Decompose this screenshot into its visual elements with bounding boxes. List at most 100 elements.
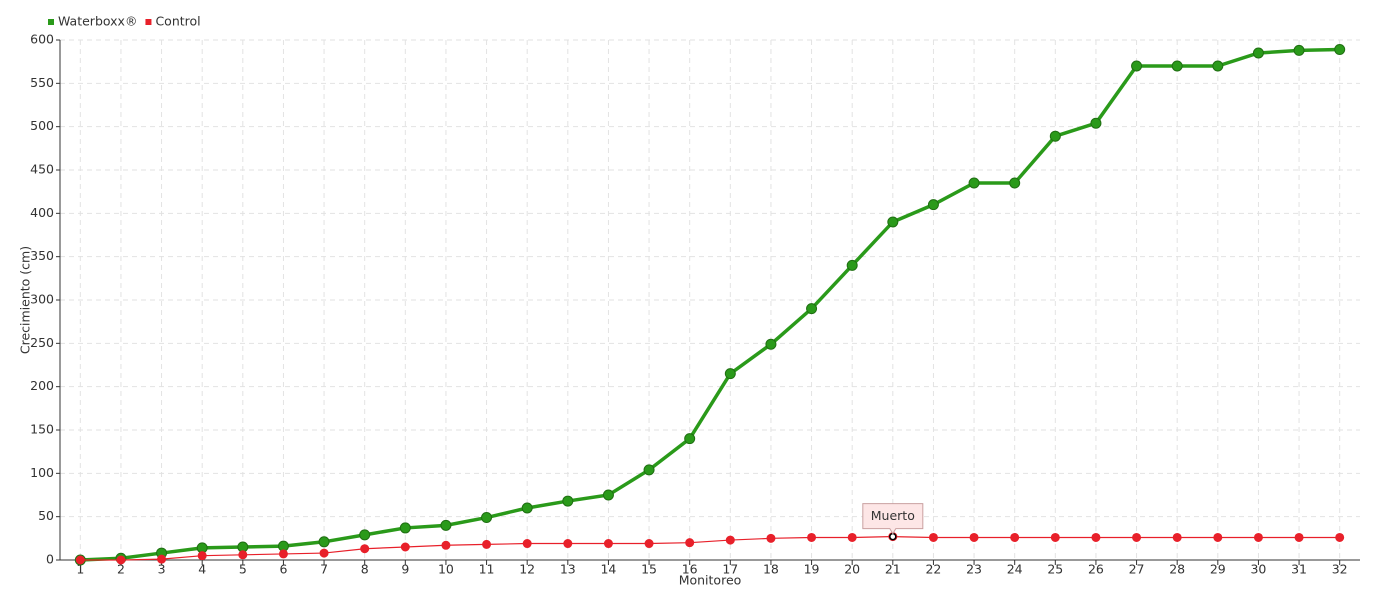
- x-tick-label: 21: [885, 562, 901, 577]
- x-tick-label: 11: [479, 562, 495, 577]
- data-point: [887, 216, 899, 228]
- x-tick-label: 28: [1169, 562, 1185, 577]
- x-tick-label: 14: [600, 562, 616, 577]
- y-tick-label: 350: [30, 248, 54, 263]
- data-point: [1091, 532, 1101, 542]
- x-tick-label: 29: [1210, 562, 1226, 577]
- data-point: [238, 550, 248, 560]
- data-point: [602, 489, 614, 501]
- data-point: [1010, 532, 1020, 542]
- data-point: [318, 536, 330, 548]
- data-point: [644, 539, 654, 549]
- legend-label: Control: [155, 14, 200, 29]
- x-tick-label: 20: [844, 562, 860, 577]
- series-line: [80, 47, 1340, 562]
- x-tick-label: 26: [1088, 562, 1104, 577]
- data-point: [1171, 60, 1183, 72]
- data-point: [481, 512, 493, 524]
- x-tick-label: 17: [722, 562, 738, 577]
- data-point: [1049, 130, 1061, 142]
- data-point: [482, 539, 492, 549]
- legend-swatch: [48, 19, 54, 25]
- data-point: [1335, 532, 1345, 542]
- x-tick-label: 18: [763, 562, 779, 577]
- data-point: [197, 551, 207, 561]
- y-tick-label: 300: [30, 292, 54, 307]
- data-point: [968, 177, 980, 189]
- x-tick-label: 12: [519, 562, 535, 577]
- data-point: [440, 519, 452, 531]
- x-tick-label: 5: [239, 562, 247, 577]
- y-tick-label: 50: [38, 508, 54, 523]
- y-tick-label: 200: [30, 378, 54, 393]
- x-tick-label: 32: [1332, 562, 1348, 577]
- data-point: [807, 532, 817, 542]
- data-point: [319, 548, 329, 558]
- x-tick-label: 2: [117, 562, 125, 577]
- data-point: [399, 522, 411, 534]
- data-point: [927, 199, 939, 211]
- series-line: [80, 535, 1340, 561]
- x-tick-label: 6: [279, 562, 287, 577]
- data-point: [1132, 532, 1142, 542]
- data-point: [806, 303, 818, 315]
- annotation-text: Muerto: [871, 508, 915, 523]
- data-point: [1009, 177, 1021, 189]
- data-point: [725, 535, 735, 545]
- data-point: [1334, 44, 1346, 56]
- y-axis-label: Crecimiento (cm): [18, 246, 33, 354]
- data-point: [1090, 117, 1102, 129]
- x-tick-label: 24: [1007, 562, 1023, 577]
- x-tick-label: 1: [76, 562, 84, 577]
- data-point: [724, 368, 736, 380]
- x-axis-label: Monitoreo: [679, 573, 742, 588]
- data-point: [1212, 60, 1224, 72]
- y-tick-label: 500: [30, 118, 54, 133]
- y-tick-label: 0: [46, 552, 54, 567]
- y-tick-label: 550: [30, 75, 54, 90]
- x-tick-label: 10: [438, 562, 454, 577]
- data-point: [603, 539, 613, 549]
- data-point: [846, 259, 858, 271]
- data-point: [1131, 60, 1143, 72]
- data-point: [1294, 532, 1304, 542]
- y-tick-label: 100: [30, 465, 54, 480]
- x-tick-label: 9: [401, 562, 409, 577]
- data-point: [1213, 532, 1223, 542]
- data-point: [400, 542, 410, 552]
- data-point: [562, 495, 574, 507]
- x-tick-label: 15: [641, 562, 657, 577]
- data-point: [1050, 532, 1060, 542]
- x-tick-label: 16: [682, 562, 698, 577]
- data-point: [359, 529, 371, 541]
- data-point: [1253, 532, 1263, 542]
- x-tick-label: 13: [560, 562, 576, 577]
- y-tick-label: 400: [30, 205, 54, 220]
- data-point: [766, 533, 776, 543]
- x-tick-label: 25: [1047, 562, 1063, 577]
- x-tick-label: 22: [925, 562, 941, 577]
- data-point: [1172, 532, 1182, 542]
- annotation-box: [862, 503, 924, 535]
- x-tick-label: 27: [1129, 562, 1145, 577]
- data-point: [928, 532, 938, 542]
- x-tick-label: 7: [320, 562, 328, 577]
- x-tick-label: 4: [198, 562, 206, 577]
- legend-swatch: [145, 19, 152, 25]
- x-tick-label: 3: [158, 562, 166, 577]
- data-point: [360, 544, 370, 554]
- y-tick-label: 600: [30, 32, 54, 47]
- data-point: [684, 433, 696, 445]
- data-point: [1252, 47, 1264, 59]
- x-tick-label: 23: [966, 562, 982, 577]
- data-point: [278, 549, 288, 559]
- data-point: [441, 540, 451, 550]
- y-tick-label: 450: [30, 162, 54, 177]
- data-point: [847, 532, 857, 542]
- x-tick-label: 30: [1250, 562, 1266, 577]
- data-point: [969, 532, 979, 542]
- data-point: [521, 502, 533, 514]
- y-tick-label: 150: [30, 422, 54, 437]
- data-point: [116, 555, 126, 565]
